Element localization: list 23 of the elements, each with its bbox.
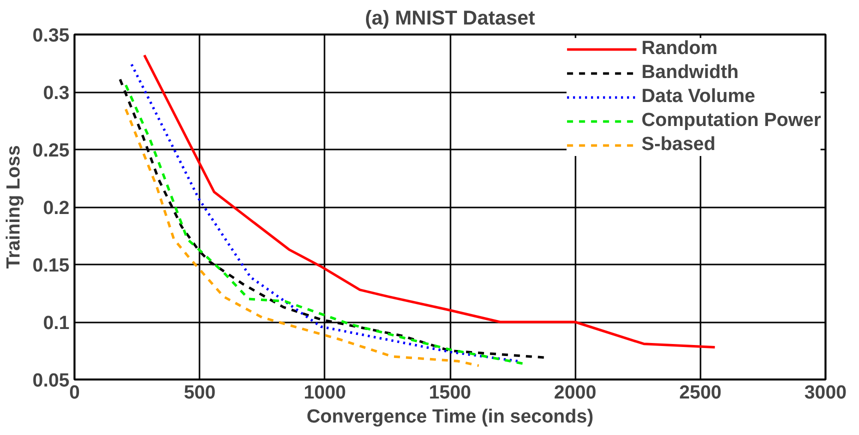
y-tick-label: 0.35 (32, 26, 70, 46)
legend-label: Computation Power (642, 110, 821, 132)
x-tick-label: 500 (184, 382, 216, 404)
y-tick-label: 0.1 (43, 313, 70, 334)
y-tick-label: 0.15 (32, 256, 70, 276)
x-tick-label: 2000 (554, 382, 596, 404)
line-series (124, 108, 480, 367)
legend-label: Random (642, 38, 718, 60)
y-axis-title: Training Loss (4, 145, 25, 269)
x-tick-label: 2500 (679, 382, 722, 404)
legend-label: S-based (642, 134, 716, 156)
legend-label: Bandwidth (642, 62, 739, 84)
y-tick-label: 0.2 (43, 198, 70, 219)
y-tick-label: 0.05 (32, 370, 70, 392)
x-tick-label: 3000 (804, 382, 847, 404)
chart-title: (a) MNIST Dataset (364, 8, 536, 30)
y-tick-label: 0.25 (32, 140, 70, 162)
x-tick-label: 0 (69, 382, 80, 404)
y-tick-label: 0.3 (43, 83, 70, 104)
x-axis-title: Convergence Time (in seconds) (306, 406, 594, 428)
x-tick-label: 1500 (428, 382, 472, 404)
legend-label: Data Volume (642, 86, 756, 108)
x-tick-label: 1000 (304, 382, 346, 404)
